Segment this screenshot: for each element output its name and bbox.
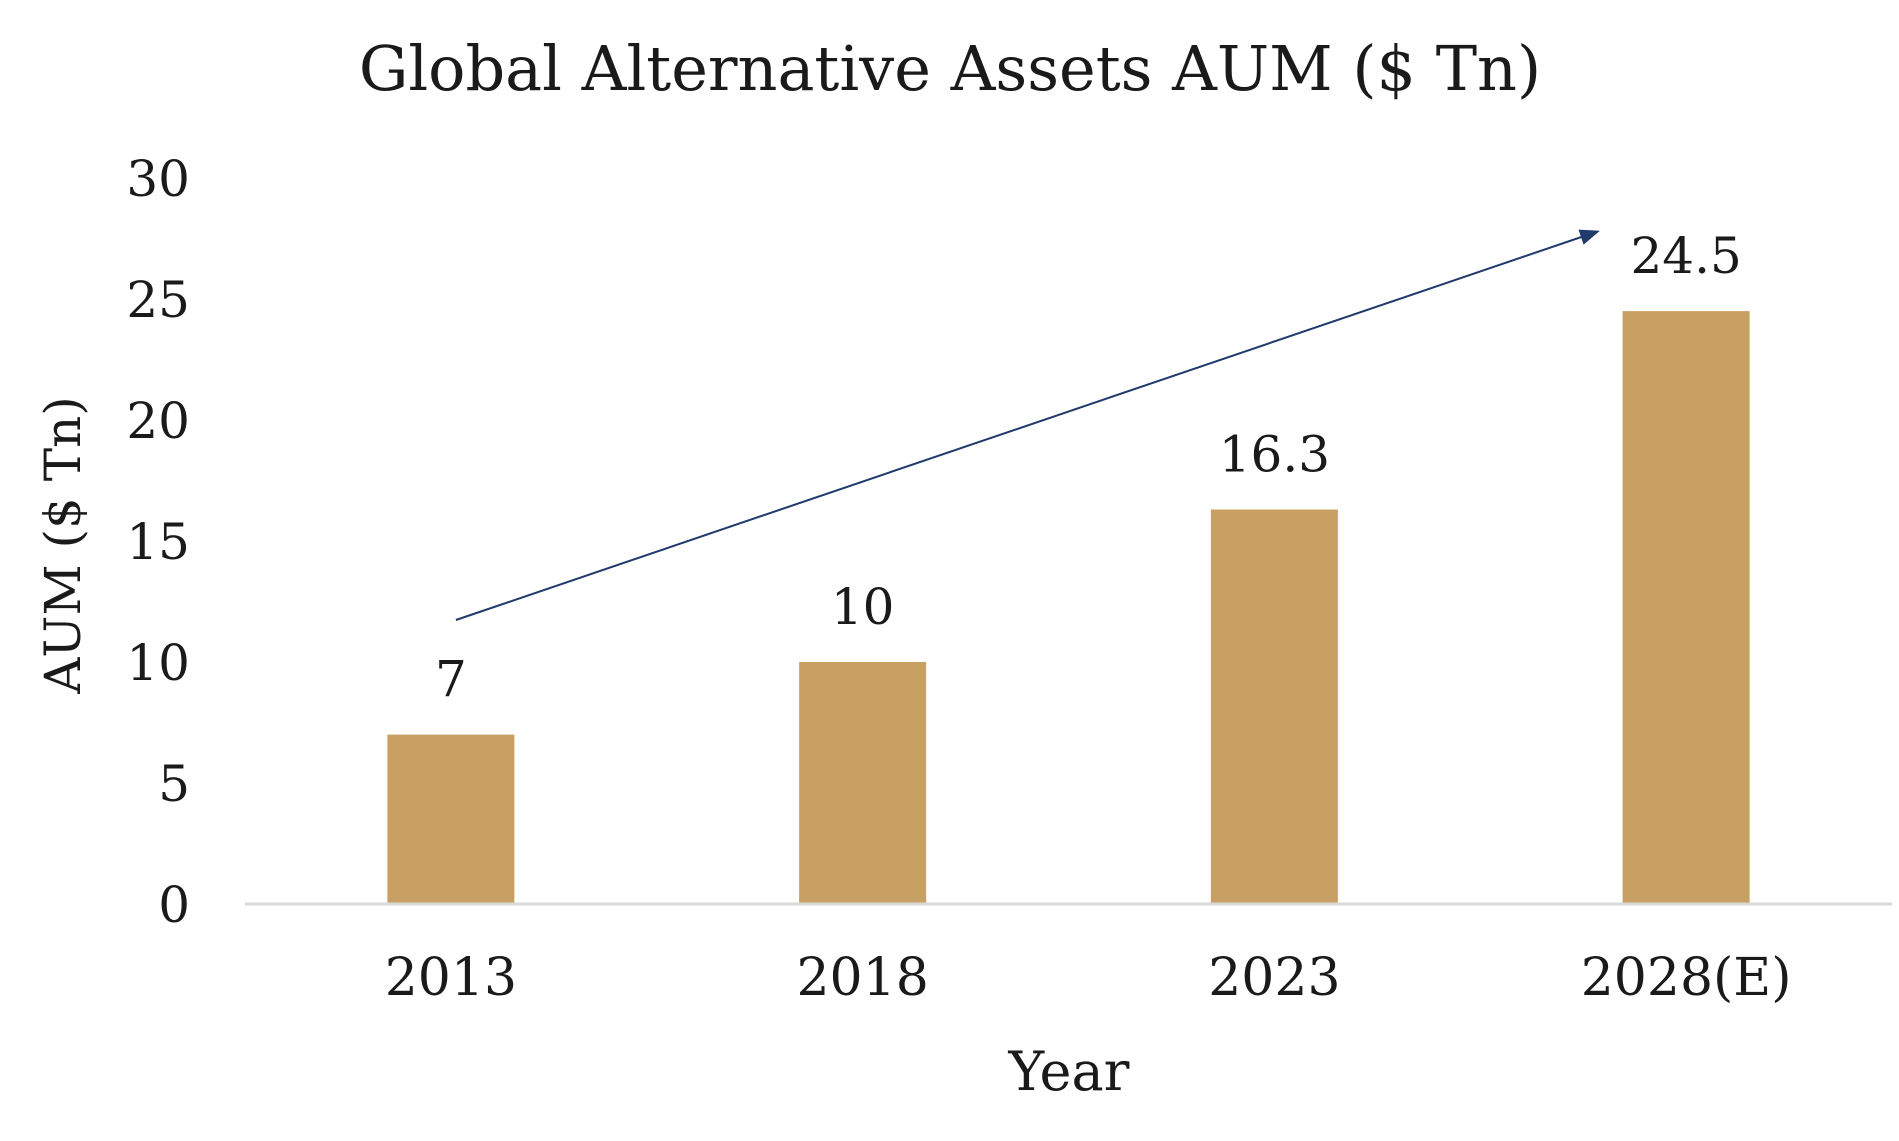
bar: [1622, 311, 1750, 905]
bar-value-label: 16.3: [1219, 426, 1330, 484]
y-tick-label: 25: [126, 271, 190, 329]
bar: [1210, 509, 1338, 904]
bar: [799, 662, 927, 904]
trend-arrow: [455, 229, 1600, 621]
x-axis-label: Year: [1008, 1040, 1130, 1103]
y-tick-label: 15: [126, 513, 190, 571]
y-tick-label: 20: [126, 392, 190, 450]
value-labels-group: 7 10 16.3 24.5: [435, 227, 1742, 708]
bar-value-label: 24.5: [1630, 227, 1741, 285]
y-tick-label: 5: [158, 755, 190, 813]
x-tick-label: 2013: [385, 948, 517, 1008]
bar: [387, 734, 515, 904]
x-axis-ticks: 2013 2018 2023 2028(E): [385, 948, 1792, 1008]
y-axis-label: AUM ($ Tn): [34, 396, 92, 695]
x-tick-label: 2018: [796, 948, 928, 1008]
y-axis-ticks: 0 5 10 15 20 25 30: [126, 150, 190, 934]
x-tick-label: 2028(E): [1581, 948, 1792, 1008]
bar-value-label: 7: [435, 651, 467, 709]
x-tick-label: 2023: [1208, 948, 1340, 1008]
bar-value-label: 10: [831, 578, 895, 636]
y-tick-label: 10: [126, 634, 190, 692]
y-tick-label: 30: [126, 150, 190, 208]
y-tick-label: 0: [158, 876, 190, 934]
bars-group: [387, 311, 1750, 905]
chart-title: Global Alternative Assets AUM ($ Tn): [359, 32, 1541, 105]
